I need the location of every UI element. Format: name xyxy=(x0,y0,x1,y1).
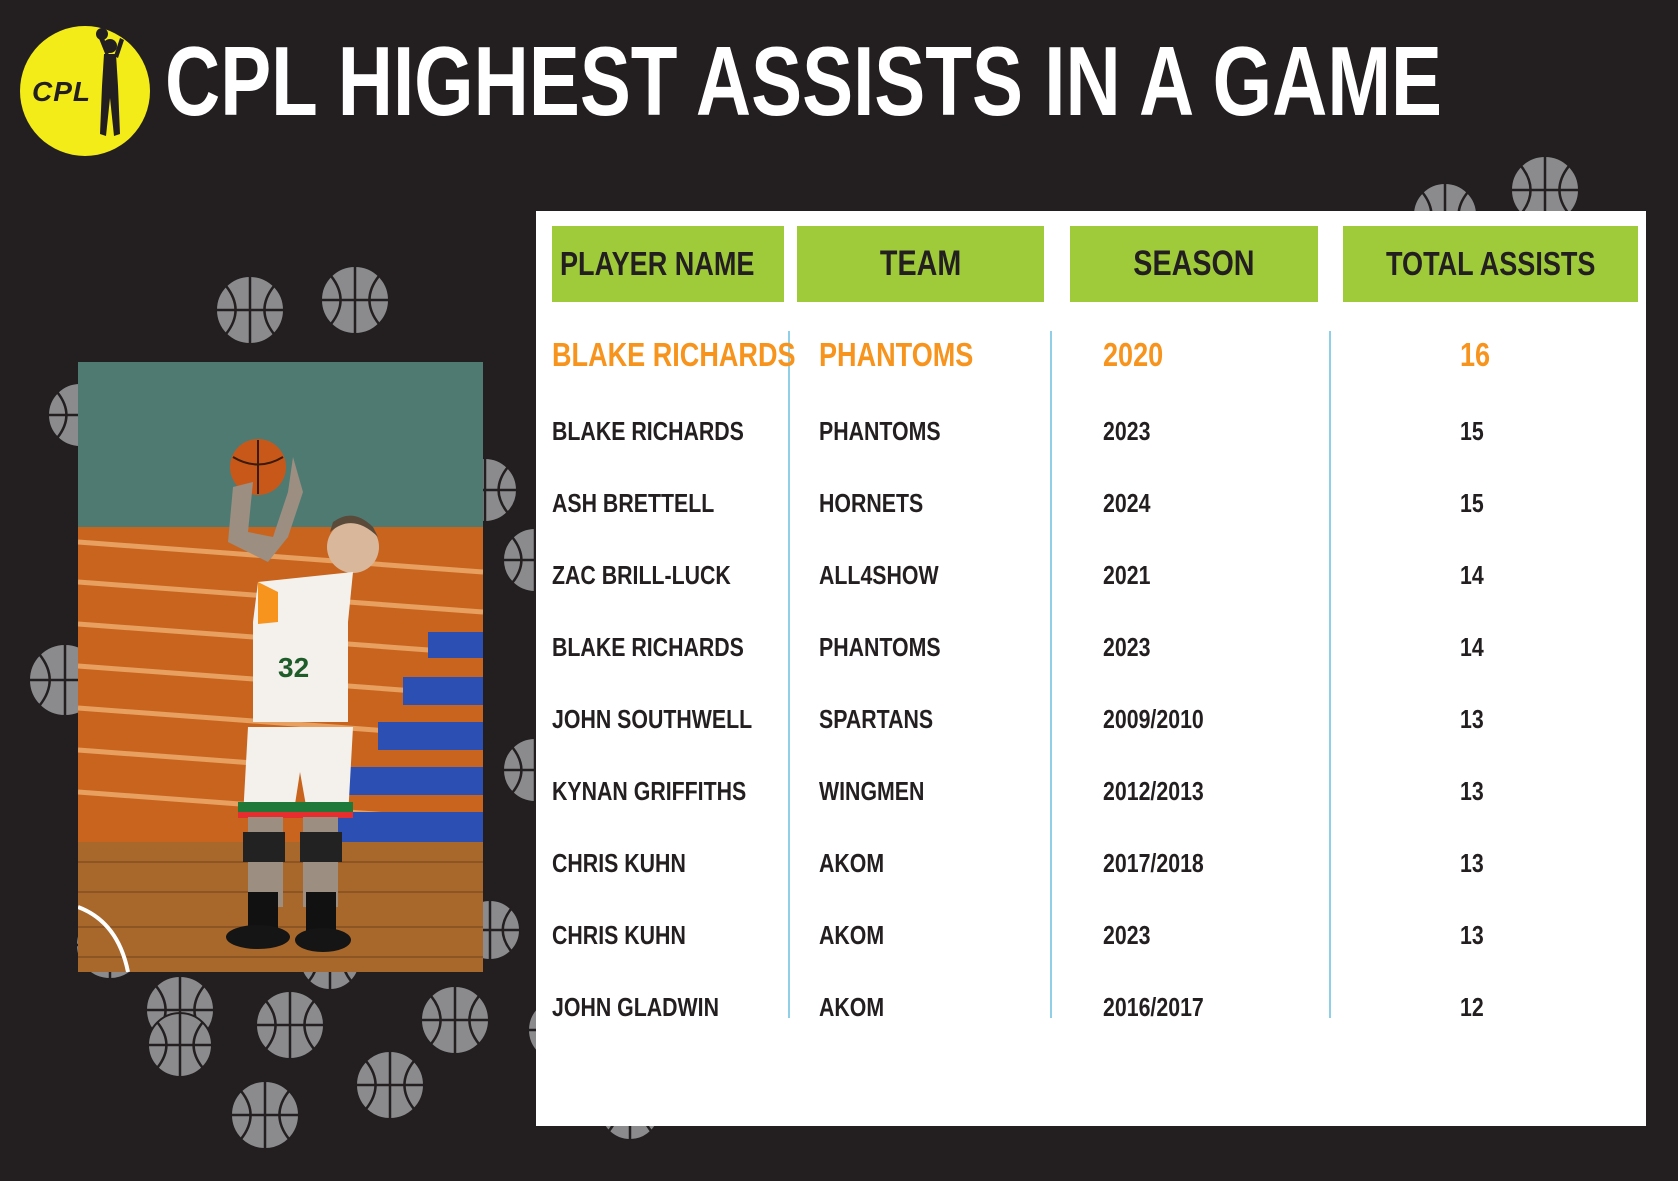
logo-text: CPL xyxy=(32,76,91,107)
assists-cell: 13 xyxy=(1460,776,1484,806)
assists-cell: 13 xyxy=(1460,704,1484,734)
season-cell: 2021 xyxy=(1103,560,1151,590)
player-photo: 32 xyxy=(78,362,483,972)
team-cell: AKOM xyxy=(819,920,885,950)
season-cell: 2016/2017 xyxy=(1103,992,1204,1022)
season-cell: 2023 xyxy=(1103,920,1151,950)
basketball-icon xyxy=(255,990,325,1060)
basketball-icon xyxy=(147,1012,213,1078)
assists-cell: 14 xyxy=(1460,632,1484,662)
column-divider xyxy=(788,331,790,1018)
assists-cell: 15 xyxy=(1460,416,1484,446)
player-name-cell: ASH BRETTELL xyxy=(552,488,715,518)
column-header-season: SEASON xyxy=(1070,226,1318,302)
player-name-cell: CHRIS KUHN xyxy=(552,920,686,950)
column-header-player-name: PLAYER NAME xyxy=(552,226,784,302)
player-name-cell: CHRIS KUHN xyxy=(552,848,686,878)
season-cell: 2009/2010 xyxy=(1103,704,1204,734)
table-row: KYNAN GRIFFITHS WINGMEN 2012/2013 13 xyxy=(536,755,1646,827)
table-row: CHRIS KUHN AKOM 2023 13 xyxy=(536,899,1646,971)
season-cell: 2012/2013 xyxy=(1103,776,1204,806)
season-cell: 2017/2018 xyxy=(1103,848,1204,878)
table-row: ASH BRETTELL HORNETS 2024 15 xyxy=(536,467,1646,539)
cpl-logo: CPL xyxy=(20,26,150,156)
player-name-cell: BLAKE RICHARDS xyxy=(552,336,796,373)
table-row: ZAC BRILL-LUCK ALL4SHOW 2021 14 xyxy=(536,539,1646,611)
assists-cell: 13 xyxy=(1460,848,1484,878)
player-name-cell: JOHN GLADWIN xyxy=(552,992,720,1022)
team-cell: ALL4SHOW xyxy=(819,560,939,590)
season-cell: 2024 xyxy=(1103,488,1151,518)
team-cell: WINGMEN xyxy=(819,776,925,806)
basketball-icon xyxy=(1510,155,1580,225)
page-title: CPL HIGHEST ASSISTS IN A GAME xyxy=(165,26,1442,136)
player-name-cell: BLAKE RICHARDS xyxy=(552,416,744,446)
basketball-icon xyxy=(320,265,390,335)
player-name-cell: ZAC BRILL-LUCK xyxy=(552,560,731,590)
team-cell: SPARTANS xyxy=(819,704,934,734)
assists-cell: 15 xyxy=(1460,488,1484,518)
basketball-icon xyxy=(420,985,490,1055)
table-row: BLAKE RICHARDS PHANTOMS 2023 14 xyxy=(536,611,1646,683)
basketball-icon xyxy=(215,275,285,345)
team-cell: AKOM xyxy=(819,848,885,878)
player-silhouette-icon xyxy=(96,28,124,136)
assists-cell: 13 xyxy=(1460,920,1484,950)
assists-table: PLAYER NAME TEAM SEASON TOTAL ASSISTS BL… xyxy=(536,211,1646,1126)
column-header-team: TEAM xyxy=(797,226,1044,302)
table-row: CHRIS KUHN AKOM 2017/2018 13 xyxy=(536,827,1646,899)
column-divider xyxy=(1329,331,1331,1018)
team-cell: PHANTOMS xyxy=(819,336,974,373)
player-name-cell: BLAKE RICHARDS xyxy=(552,632,744,662)
table-row: JOHN SOUTHWELL SPARTANS 2009/2010 13 xyxy=(536,683,1646,755)
season-cell: 2023 xyxy=(1103,632,1151,662)
assists-cell: 14 xyxy=(1460,560,1484,590)
team-cell: AKOM xyxy=(819,992,885,1022)
jersey-number: 32 xyxy=(278,652,309,683)
season-cell: 2020 xyxy=(1103,336,1164,373)
column-header-total-assists: TOTAL ASSISTS xyxy=(1343,226,1638,302)
season-cell: 2023 xyxy=(1103,416,1151,446)
column-divider xyxy=(1050,331,1052,1018)
table-body: BLAKE RICHARDS PHANTOMS 2020 16 BLAKE RI… xyxy=(536,323,1646,1043)
table-row: BLAKE RICHARDS PHANTOMS 2020 16 xyxy=(536,323,1646,395)
team-cell: PHANTOMS xyxy=(819,416,941,446)
table-row: BLAKE RICHARDS PHANTOMS 2023 15 xyxy=(536,395,1646,467)
player-name-cell: KYNAN GRIFFITHS xyxy=(552,776,747,806)
player-name-cell: JOHN SOUTHWELL xyxy=(552,704,753,734)
basketball-icon xyxy=(355,1050,425,1120)
table-row: JOHN GLADWIN AKOM 2016/2017 12 xyxy=(536,971,1646,1043)
assists-cell: 12 xyxy=(1460,992,1484,1022)
team-cell: HORNETS xyxy=(819,488,924,518)
team-cell: PHANTOMS xyxy=(819,632,941,662)
basketball-icon xyxy=(230,1080,300,1150)
assists-cell: 16 xyxy=(1460,336,1491,373)
